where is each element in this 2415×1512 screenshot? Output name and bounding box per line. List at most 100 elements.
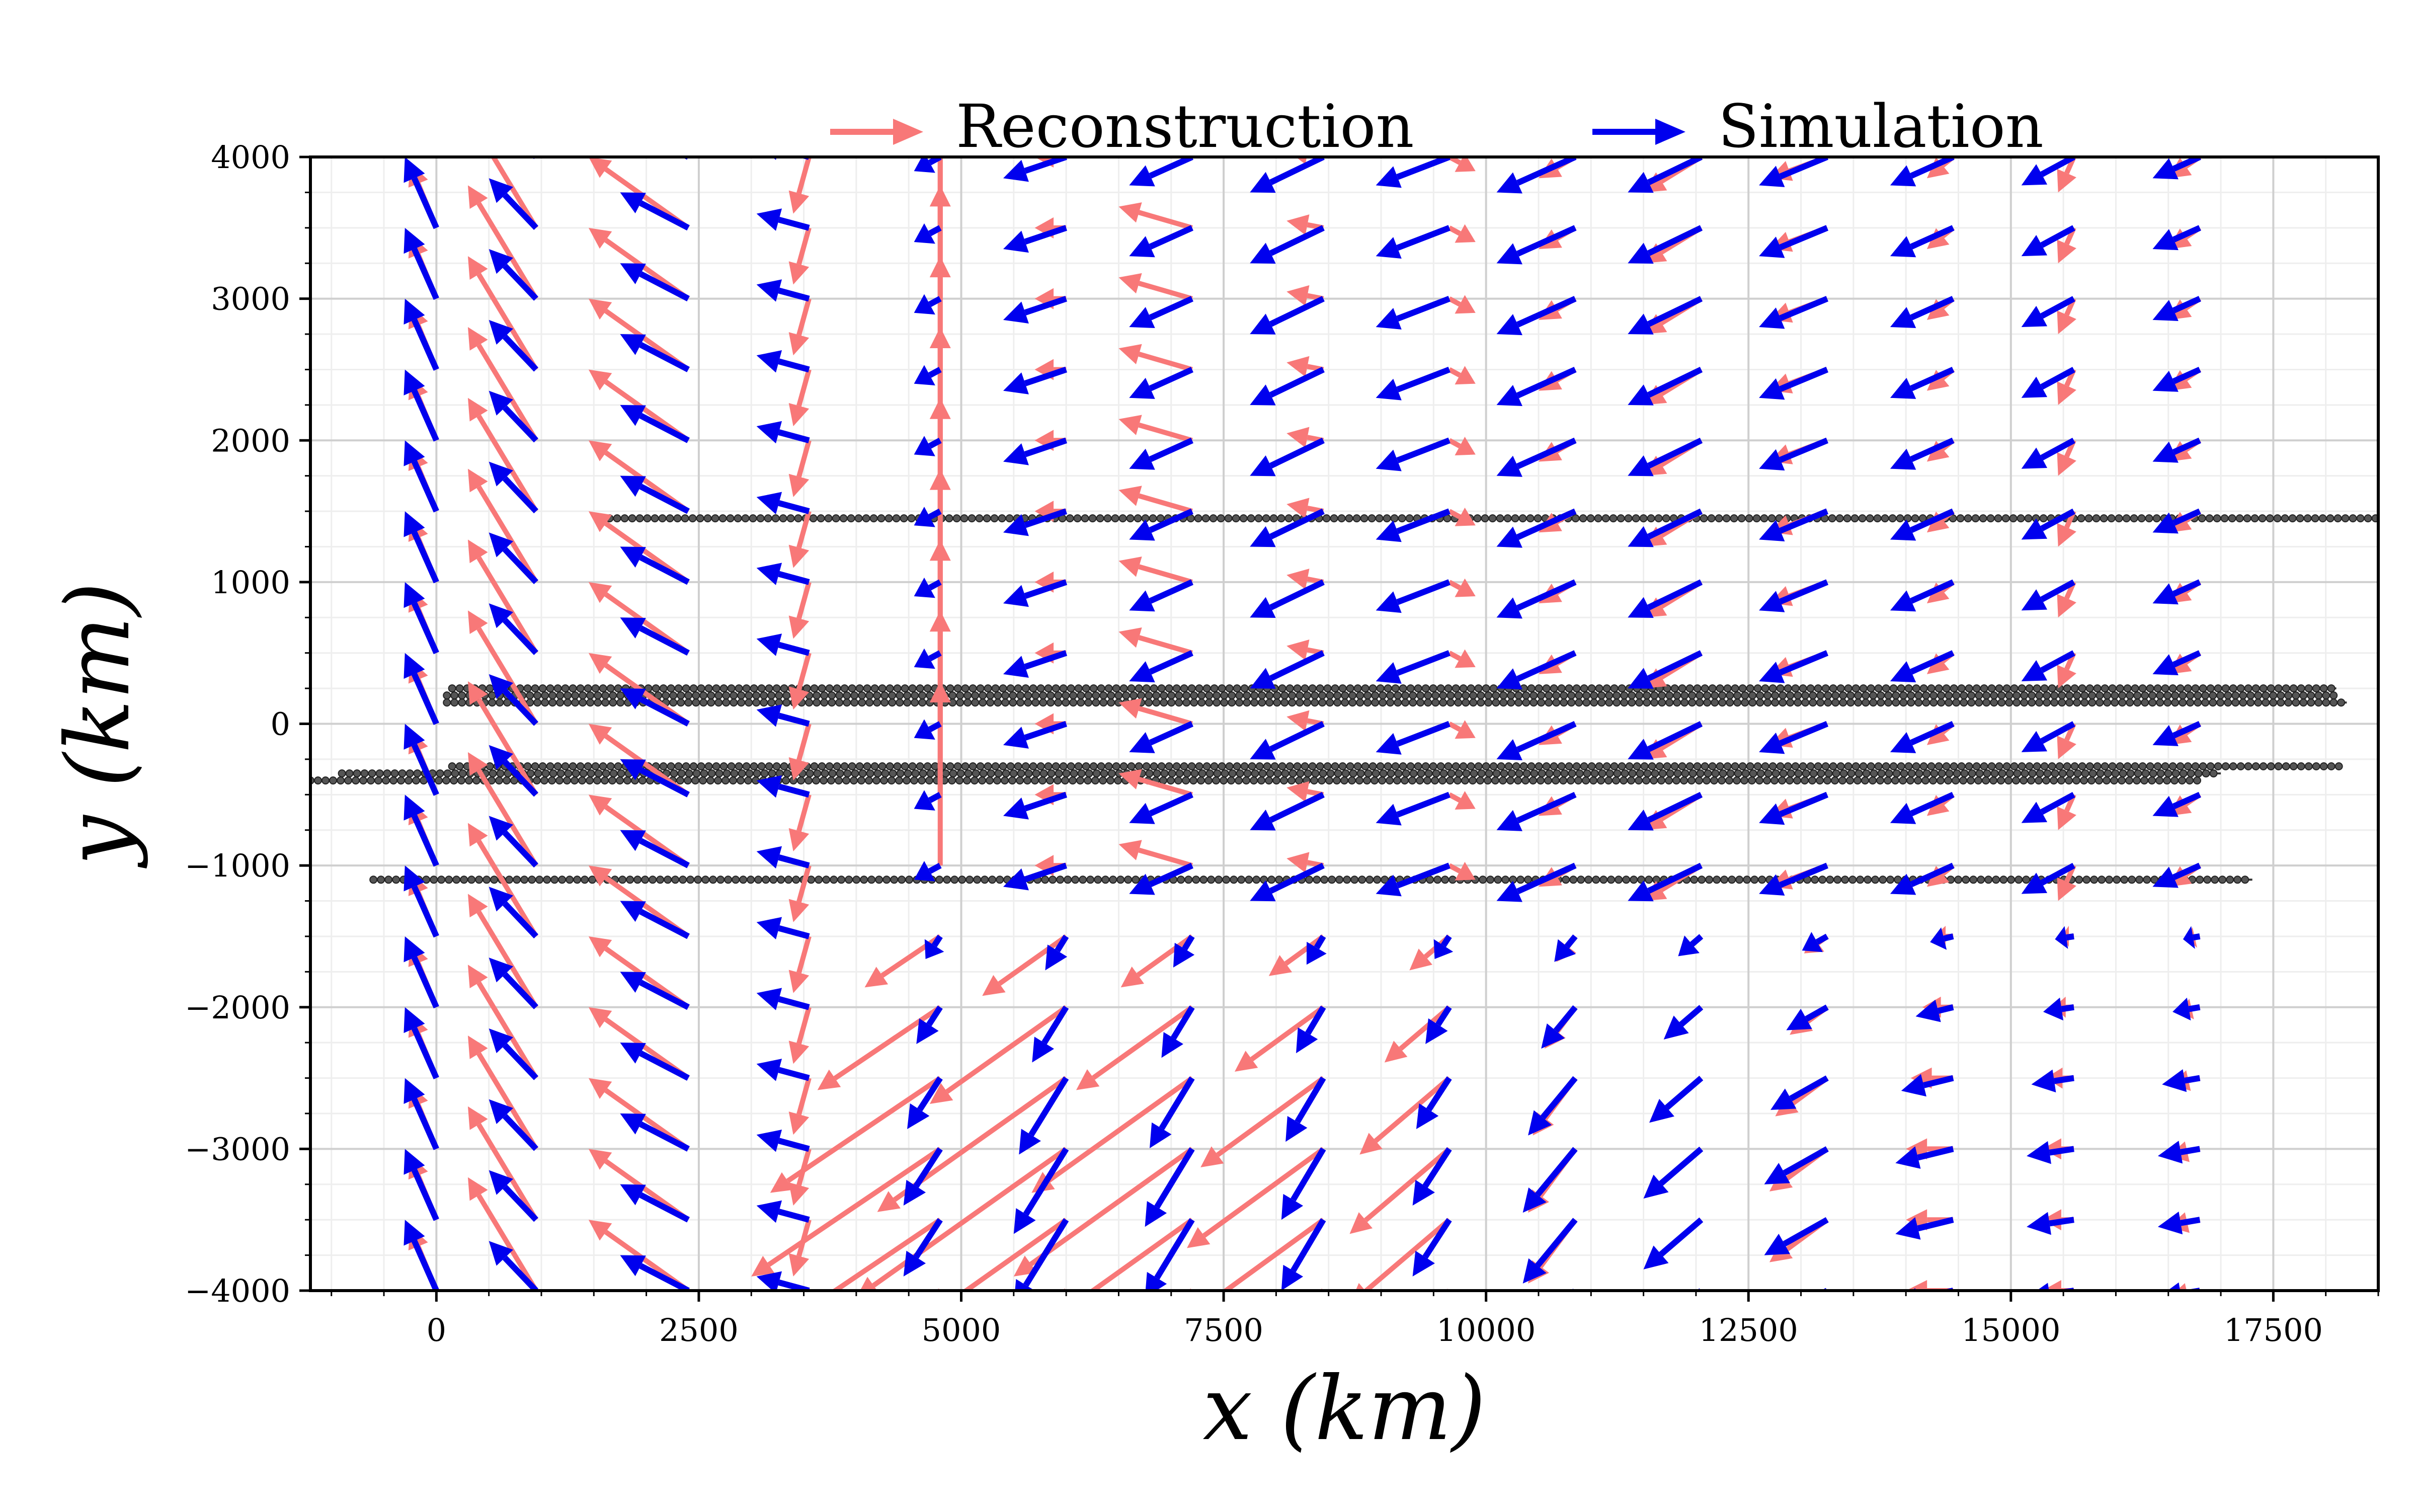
track-point [1680,691,1689,700]
track-point [963,691,972,700]
track-point [1746,684,1754,693]
track-point [893,762,902,770]
track-point [682,684,690,693]
reconstruction-arrow-shaft [796,157,812,194]
track-point [1748,691,1757,700]
track-point [1257,776,1265,785]
reconstruction-arrow-shaft [476,1052,538,1150]
simulation-arrow [1285,1076,1326,1142]
simulation-arrow-shaft [1159,1076,1195,1130]
track-point [1111,514,1119,523]
simulation-arrow-head [2152,725,2179,746]
simulation-arrow-head [1759,662,1785,683]
simulation-arrow-shaft [2192,933,2201,941]
track-point [1767,514,1776,523]
track-point [797,776,805,785]
track-point [1977,876,1985,884]
track-point [975,514,984,523]
simulation-arrow [1376,157,1451,188]
simulation-arrow-shaft [1041,1005,1069,1045]
track-point [1446,691,1455,700]
simulation-arrow-head [1173,942,1195,968]
reconstruction-arrow-head [467,752,488,776]
track-point [1414,762,1422,770]
simulation-arrow-shaft [1269,862,1325,894]
reconstruction-arrow-shaft [1136,934,1194,977]
track-point [1172,762,1181,770]
track-point [1405,514,1414,523]
reconstruction-arrow-head [788,1253,810,1277]
track-point [1447,769,1456,778]
track-point [1994,514,2002,523]
track-point [2292,698,2300,707]
simulation-arrow-head [489,532,514,558]
y-tick-label: −4000 [185,1272,290,1309]
reconstruction-arrow-head [751,1327,775,1347]
track-point [1005,514,1014,523]
simulation-arrow [2152,650,2201,676]
simulation-arrow [1003,225,1068,253]
track-point [1715,514,1723,523]
track-point [1390,514,1399,523]
track-point [1046,691,1055,700]
track-point [1386,691,1395,700]
track-point [1225,762,1234,770]
track-point [374,776,382,785]
reconstruction-arrow-head [467,823,488,847]
reconstruction-arrow-head [467,681,488,705]
track-point [1915,769,1923,778]
track-point [825,762,834,770]
track-point [1784,684,1792,693]
track-point [2141,769,2150,778]
track-point [1079,876,1087,884]
track-point [1575,691,1583,700]
track-point [1273,698,1281,707]
track-point [855,762,864,770]
simulation-arrow-shaft [1269,225,1325,256]
track-point [2239,691,2247,700]
reconstruction-arrow-head [1286,356,1310,377]
track-point [1032,769,1040,778]
track-point [1295,776,1303,785]
track-point [1560,769,1569,778]
track-point [1470,769,1478,778]
track-point [1874,684,1883,693]
reconstruction-arrow-shaft [796,369,812,407]
track-point [533,698,542,707]
track-point [1693,684,1702,693]
simulation-arrow [1496,791,1577,831]
simulation-arrow [620,1255,690,1291]
simulation-arrow [2021,225,2075,257]
track-point [771,514,780,523]
track-point [1303,691,1312,700]
track-point [782,691,791,700]
track-point [855,684,864,693]
track-point [972,769,980,778]
simulation-arrow-shaft [411,1098,439,1150]
reconstruction-arrow [1355,1218,1451,1291]
reconstruction-arrow [533,157,536,158]
track-point [1771,698,1780,707]
track-point [2186,698,2195,707]
track-point [1651,769,1659,778]
track-point [2329,691,2338,700]
track-point [2093,684,2102,693]
reconstruction-arrow-head [1906,1280,1927,1291]
simulation-arrow [2021,721,2075,752]
track-point [616,691,625,700]
track-point [1701,684,1709,693]
track-point [606,684,615,693]
track-point [1753,684,1762,693]
simulation-arrow-head [2152,300,2179,321]
track-point [2221,762,2230,770]
track-point [2168,762,2177,770]
track-point [1280,776,1288,785]
track-point [1764,769,1773,778]
simulation-arrow-head [2021,305,2048,327]
track-point [837,876,846,884]
track-point [1104,762,1113,770]
simulation-arrow-head [2037,1283,2049,1291]
simulation-arrow-shaft [433,157,437,158]
track-point [1778,776,1786,785]
track-point [412,776,420,785]
